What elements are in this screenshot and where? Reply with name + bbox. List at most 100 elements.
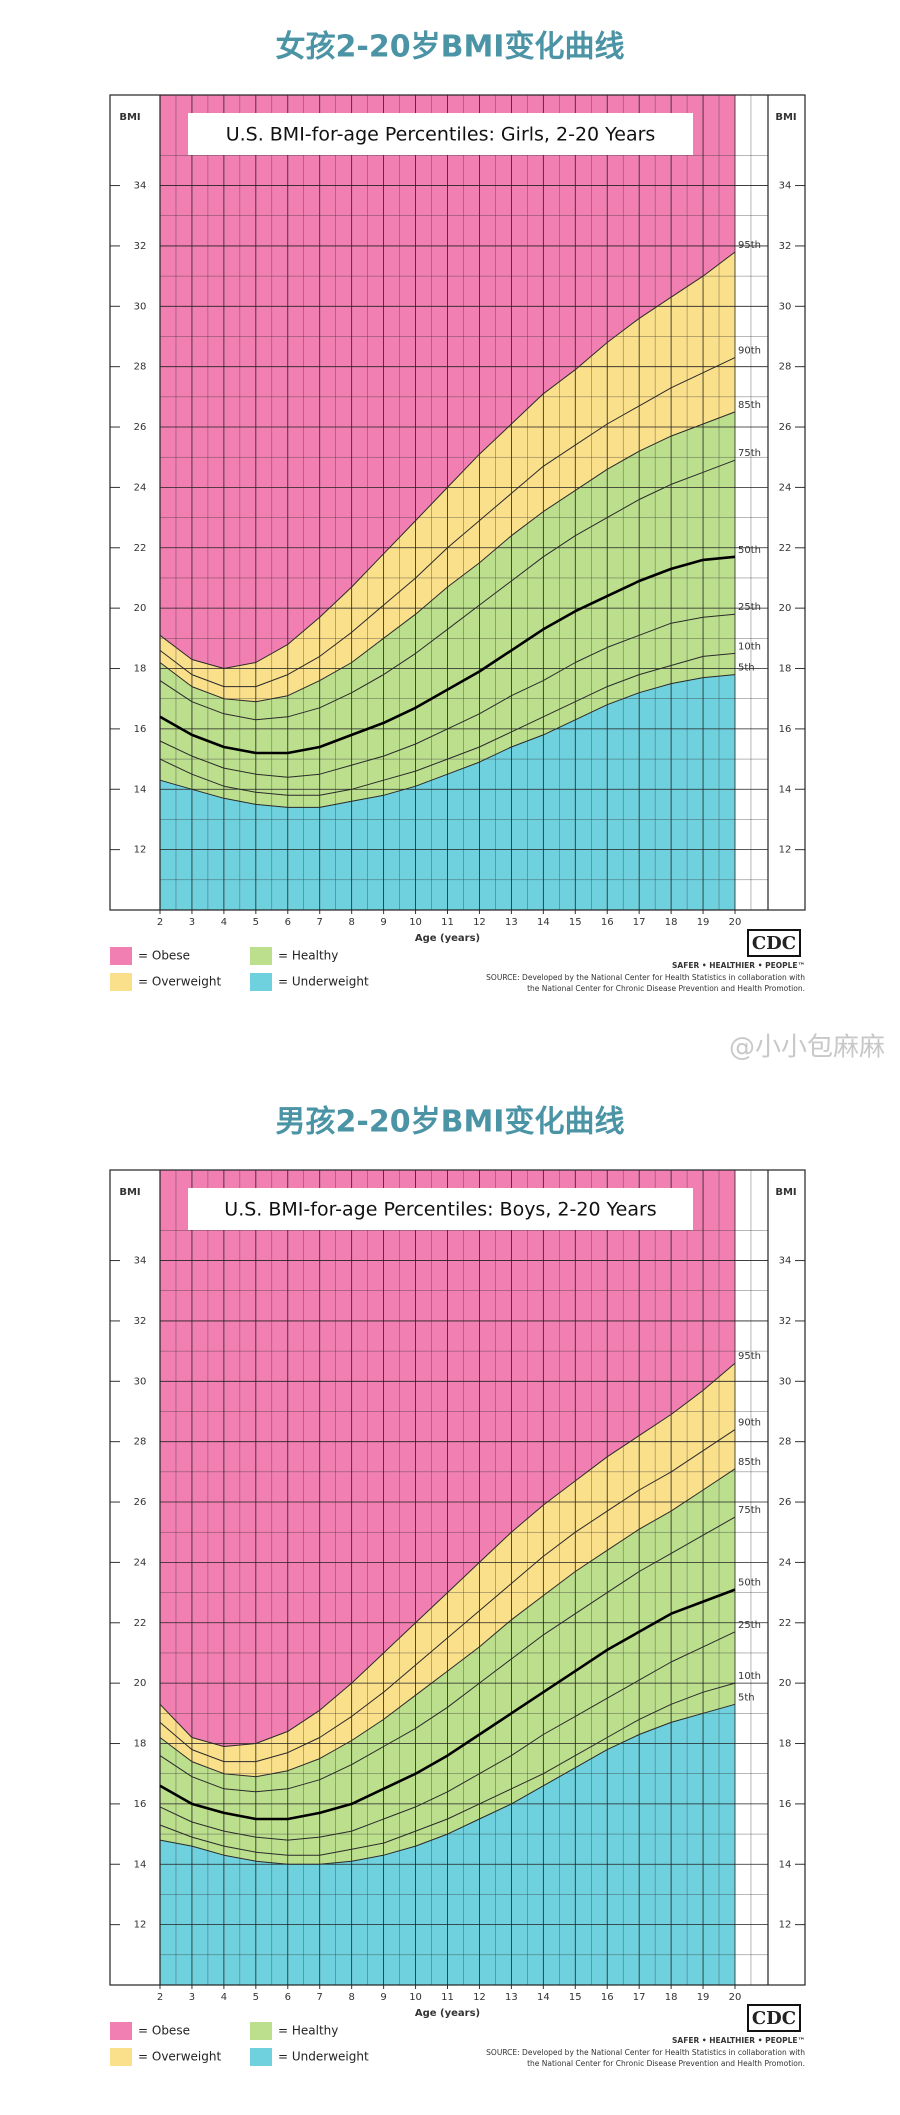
y-tick-label: 32 (779, 241, 792, 252)
x-tick-label: 2 (157, 917, 163, 928)
y-tick-label: 28 (134, 362, 147, 373)
percentile-line (159, 411, 736, 703)
legend-swatch (110, 973, 132, 991)
percentile-label: 5th (738, 663, 755, 674)
x-tick-label: 4 (221, 1992, 227, 2003)
x-tick-label: 11 (441, 1992, 454, 2003)
x-tick-label: 6 (285, 1992, 291, 2003)
title-box (188, 113, 693, 155)
legend-label: = Healthy (278, 2024, 338, 2038)
y-axis-label: BMI (119, 1187, 140, 1198)
y-tick-label: 26 (779, 1497, 792, 1508)
x-tick-label: 19 (697, 1992, 710, 2003)
chart-title: U.S. BMI-for-age Percentiles: Boys, 2-20… (224, 1199, 656, 1221)
x-tick-label: 15 (569, 917, 582, 928)
percentile-line (159, 1703, 736, 1865)
x-tick-label: 6 (285, 917, 291, 928)
logo-tagline: SAFER • HEALTHIER • PEOPLE™ (672, 961, 805, 970)
percentile-label: 10th (738, 641, 761, 652)
x-tick-label: 17 (633, 917, 646, 928)
legend-swatch (110, 2022, 132, 2040)
y-tick-label: 32 (134, 1316, 147, 1327)
y-tick-label: 16 (134, 1799, 147, 1810)
y-axis-label: BMI (775, 1187, 796, 1198)
percentile-label: 50th (738, 1578, 761, 1589)
y-tick-label: 18 (134, 1739, 147, 1750)
percentile-label: 90th (738, 1418, 761, 1429)
y-tick-label: 22 (779, 543, 792, 554)
percentile-label: 85th (738, 400, 761, 411)
percentile-line (159, 251, 736, 669)
x-tick-label: 14 (537, 1992, 550, 2003)
x-tick-label: 19 (697, 917, 710, 928)
percentile-line (159, 1516, 736, 1793)
x-tick-label: 17 (633, 1992, 646, 2003)
legend-label: = Underweight (278, 975, 369, 989)
x-tick-label: 5 (253, 917, 259, 928)
percentile-label: 25th (738, 602, 761, 613)
source-note: SOURCE: Developed by the National Center… (486, 2048, 805, 2057)
y-tick-label: 30 (134, 1376, 147, 1387)
legend-label: = Overweight (138, 975, 221, 989)
x-tick-label: 12 (473, 1992, 486, 2003)
y-tick-label: 26 (134, 422, 147, 433)
x-tick-label: 13 (505, 1992, 518, 2003)
x-tick-label: 13 (505, 917, 518, 928)
percentile-line (159, 652, 736, 796)
percentile-line (159, 674, 736, 808)
legend-swatch (110, 2048, 132, 2066)
y-tick-label: 26 (134, 1497, 147, 1508)
x-axis-label: Age (years) (415, 933, 480, 944)
x-tick-label: 16 (601, 1992, 614, 2003)
percentile-line (159, 613, 736, 778)
y-tick-label: 20 (779, 603, 792, 614)
y-axis-label: BMI (775, 112, 796, 123)
x-tick-label: 3 (189, 1992, 195, 2003)
y-tick-label: 32 (134, 241, 147, 252)
x-axis-label: Age (years) (415, 2008, 480, 2019)
y-tick-label: 24 (134, 482, 147, 493)
y-tick-label: 14 (779, 1859, 792, 1870)
y-tick-label: 30 (779, 1376, 792, 1387)
percentile-line (159, 1468, 736, 1778)
percentile-line (159, 459, 736, 721)
y-tick-label: 24 (779, 1557, 792, 1568)
y-tick-label: 14 (779, 784, 792, 795)
percentile-label: 50th (738, 545, 761, 556)
y-tick-label: 18 (779, 664, 792, 675)
x-tick-label: 10 (409, 917, 422, 928)
percentile-label: 75th (738, 448, 761, 459)
y-tick-label: 34 (779, 1256, 792, 1267)
legend-swatch (250, 947, 272, 965)
logo-tagline: SAFER • HEALTHIER • PEOPLE™ (672, 2036, 805, 2045)
y-tick-label: 20 (134, 1678, 147, 1689)
y-tick-label: 12 (779, 1920, 792, 1931)
y-tick-label: 34 (779, 181, 792, 192)
x-tick-label: 2 (157, 1992, 163, 2003)
y-tick-label: 28 (779, 1437, 792, 1448)
y-tick-label: 24 (779, 482, 792, 493)
legend-label: = Healthy (278, 949, 338, 963)
percentile-label: 25th (738, 1620, 761, 1631)
percentile-label: 75th (738, 1505, 761, 1516)
title-box (188, 1188, 693, 1230)
y-tick-label: 18 (134, 664, 147, 675)
source-note: the National Center for Chronic Disease … (527, 984, 805, 993)
percentile-label: 95th (738, 1351, 761, 1362)
watermark: @小小包麻麻 (729, 1033, 885, 1063)
percentile-line (159, 555, 736, 755)
x-tick-label: 18 (665, 917, 678, 928)
chart-heading: 男孩2-20岁BMI变化曲线 (276, 1105, 625, 1140)
percentile-label: 90th (738, 346, 761, 357)
x-tick-label: 7 (317, 917, 323, 928)
x-tick-label: 11 (441, 917, 454, 928)
legend-label: = Obese (138, 2024, 190, 2038)
y-tick-label: 16 (134, 724, 147, 735)
y-tick-label: 20 (134, 603, 147, 614)
x-tick-label: 18 (665, 1992, 678, 2003)
y-tick-label: 34 (134, 181, 147, 192)
x-tick-label: 8 (348, 917, 354, 928)
logo-box (747, 2004, 801, 2032)
